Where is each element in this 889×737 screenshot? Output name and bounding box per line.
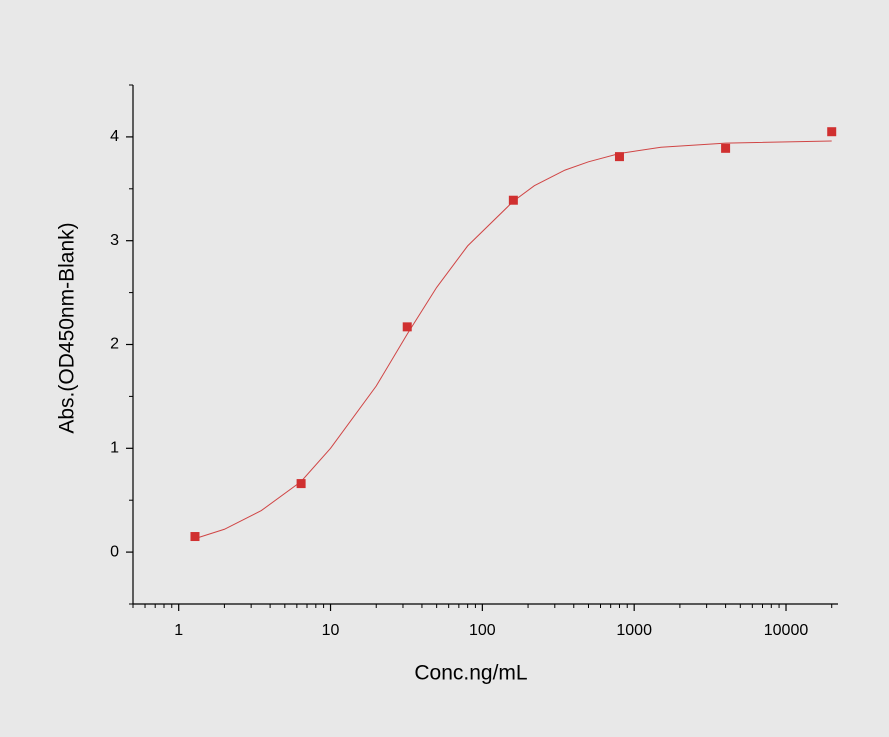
x-tick-label: 10000	[764, 622, 809, 639]
x-tick-label: 100	[469, 622, 496, 639]
data-point	[827, 127, 837, 137]
x-tick-label: 1000	[616, 622, 652, 639]
y-tick-label: 1	[110, 440, 119, 457]
y-tick-label: 3	[110, 232, 119, 249]
data-point	[721, 143, 731, 153]
y-tick-label: 2	[110, 336, 119, 353]
y-tick-label: 4	[110, 128, 119, 145]
y-tick-label: 0	[110, 543, 119, 560]
x-tick-label: 1	[174, 622, 183, 639]
y-axis-title: Abs.(OD450nm-Blank)	[56, 222, 79, 433]
data-point	[296, 479, 306, 489]
fit-curve	[194, 140, 832, 540]
data-point	[614, 152, 624, 162]
data-point	[190, 532, 200, 542]
data-point	[402, 322, 412, 332]
x-axis-title: Conc.ng/mL	[414, 662, 527, 685]
x-tick-label: 10	[322, 622, 340, 639]
data-point	[508, 195, 518, 205]
